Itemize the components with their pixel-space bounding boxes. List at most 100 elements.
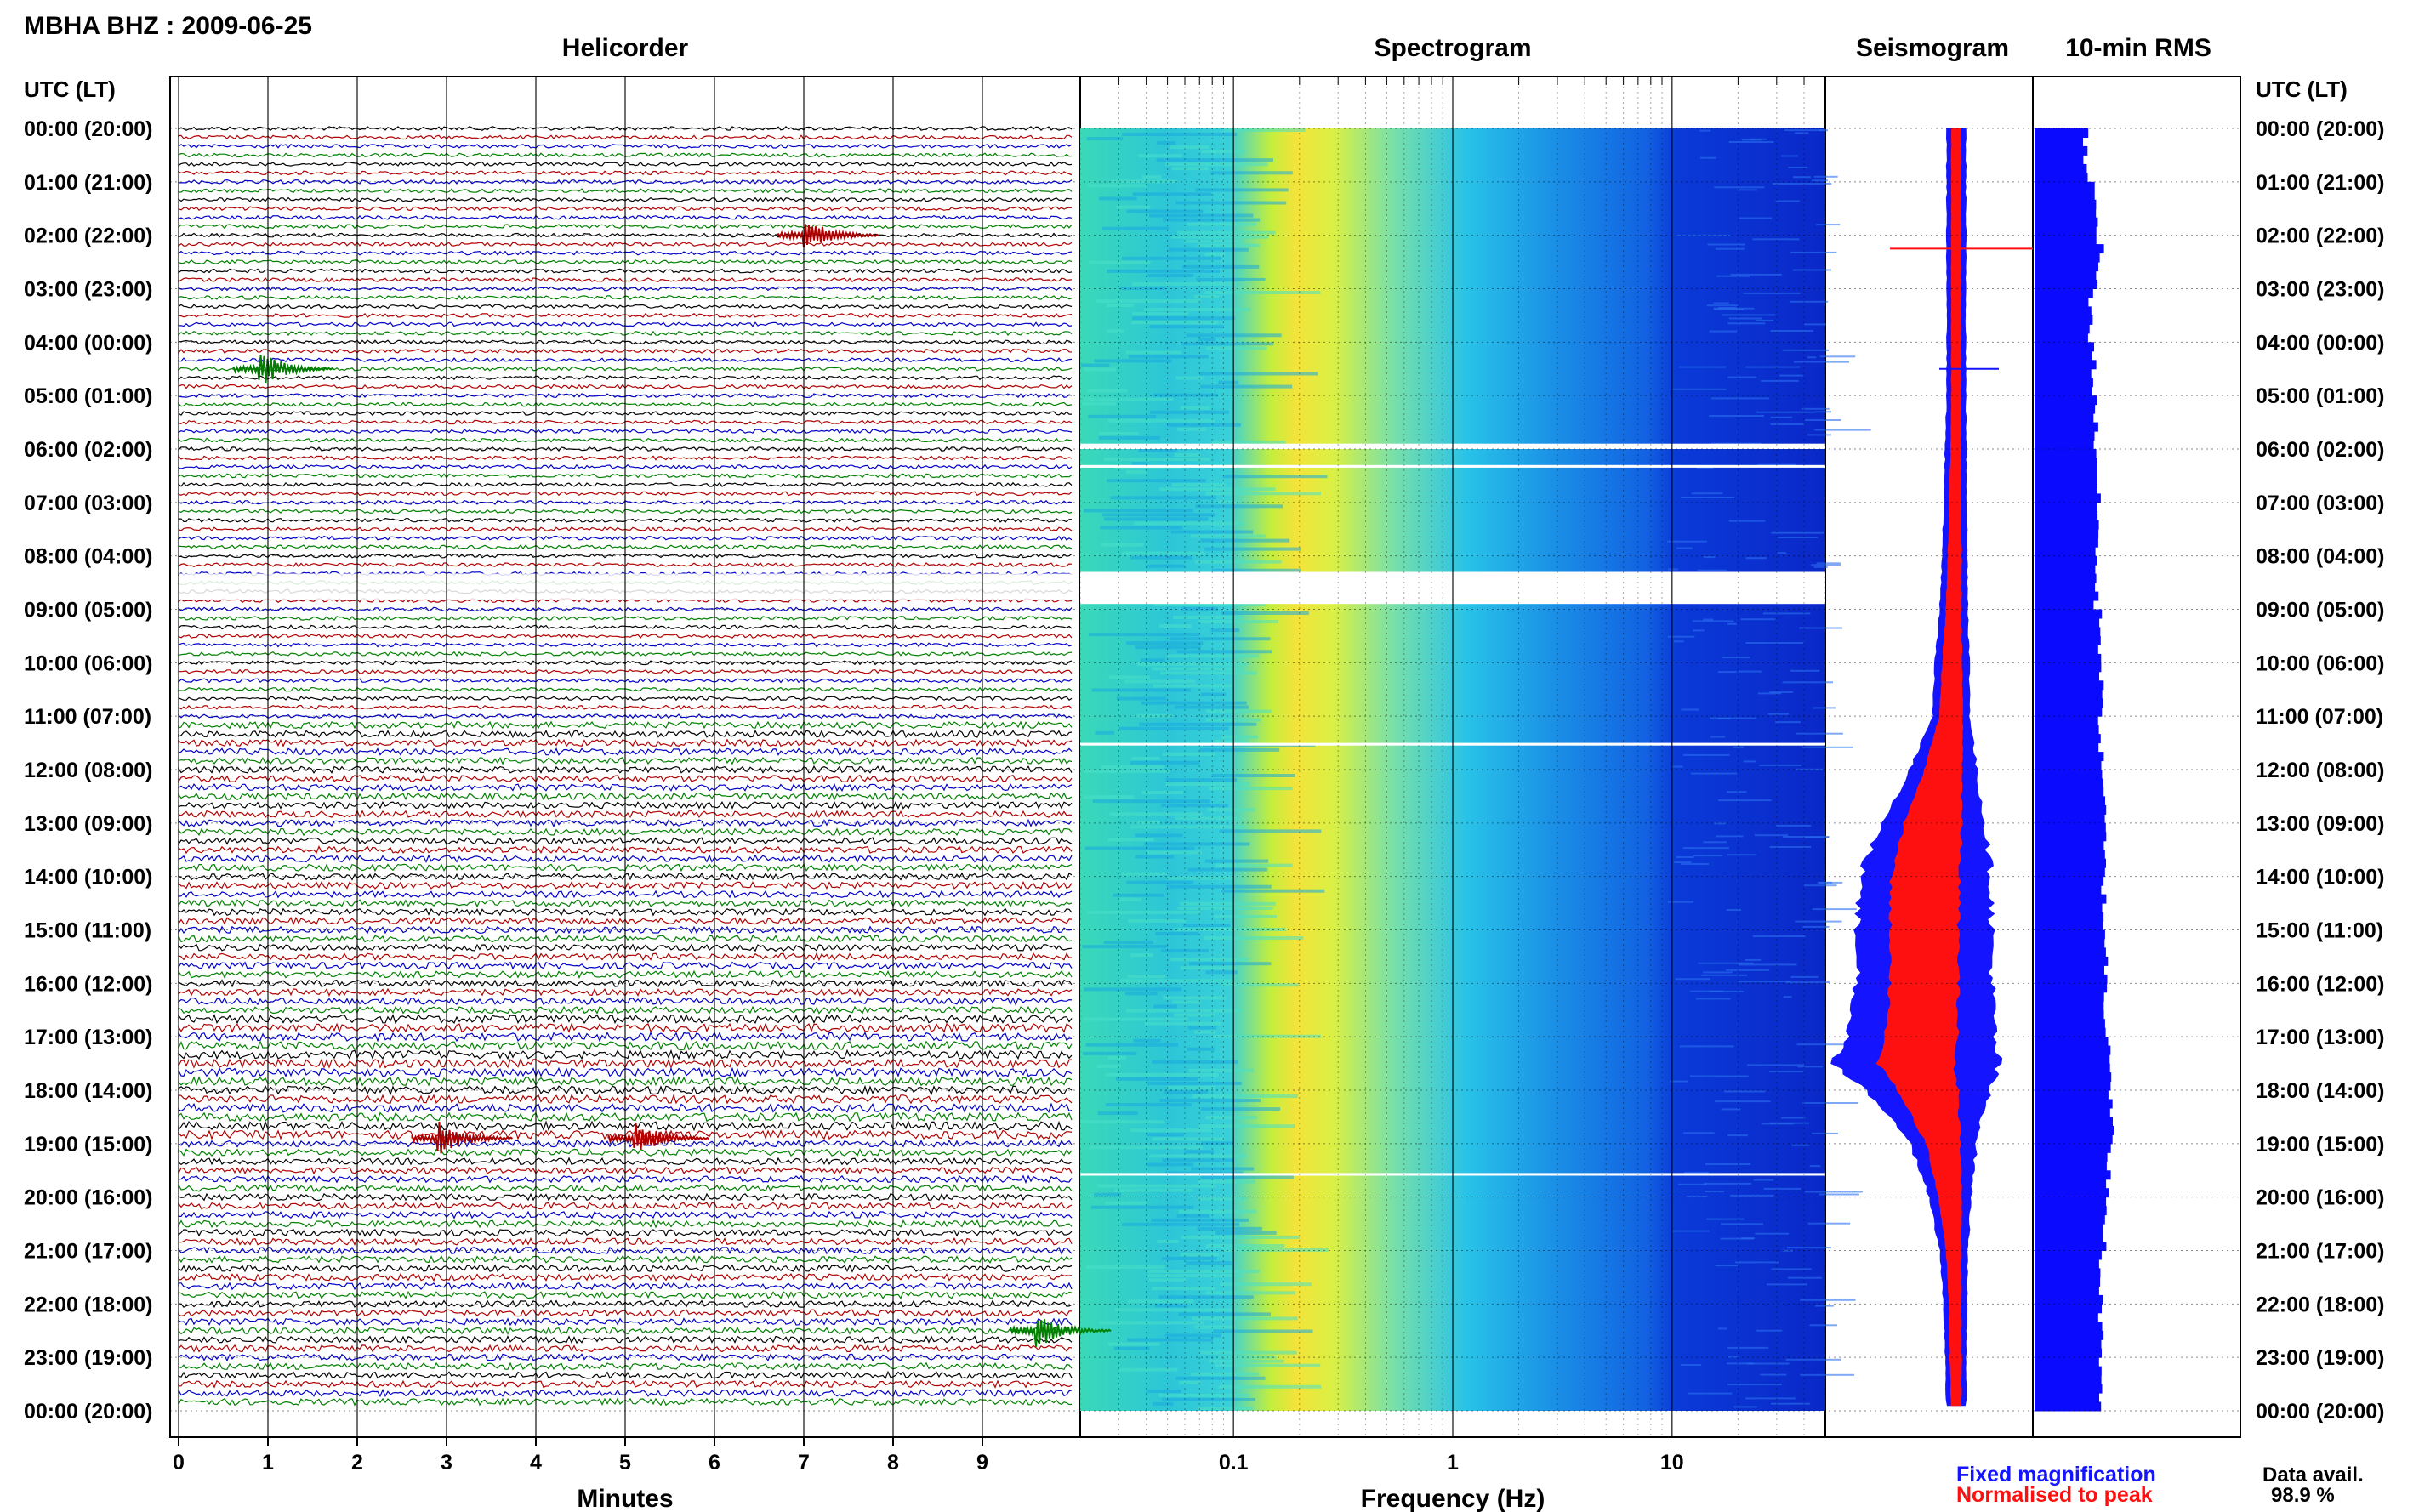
- rms-bar: [2035, 1143, 2111, 1153]
- rms-bar: [2035, 840, 2104, 850]
- spectrogram-streak: [1198, 620, 1278, 624]
- spectrogram-streak: [1083, 367, 1117, 372]
- rms-bar: [2035, 253, 2100, 263]
- helicorder-trace: [178, 1272, 1073, 1282]
- spectrogram-streak: [1103, 941, 1153, 945]
- rms-bar: [2035, 1152, 2108, 1162]
- helicorder-trace: [178, 845, 1073, 855]
- helicorder-trace: [178, 1192, 1073, 1202]
- spectrogram-speckle: [1720, 1237, 1754, 1240]
- helicorder-trace: [178, 916, 1073, 926]
- rms-bar: [2035, 1001, 2104, 1011]
- rms-bar: [2035, 653, 2102, 663]
- rms-bar: [2035, 368, 2092, 378]
- rms-bar: [2035, 867, 2105, 878]
- spectrogram-speckle: [1782, 681, 1833, 684]
- rms-bar: [2035, 413, 2094, 423]
- y-tick-label-right: 00:00 (20:00): [2256, 117, 2384, 141]
- spectrogram-streak: [1149, 1154, 1247, 1158]
- spectrogram-speckle: [1816, 224, 1841, 226]
- y-tick-label-right: 17:00 (13:00): [2256, 1026, 2384, 1049]
- spectrogram-streak: [1198, 338, 1216, 342]
- spectrogram-streak: [1146, 1389, 1181, 1393]
- spectrogram-speckle: [1769, 1071, 1804, 1073]
- spectrogram-streak: [1198, 1179, 1255, 1184]
- helicorder-trace: [178, 1370, 1073, 1379]
- rms-bar: [2035, 1366, 2102, 1376]
- spectrogram-speckle: [1724, 1090, 1766, 1093]
- spectrogram-speckle: [1703, 556, 1716, 559]
- spectrogram-speckle: [1689, 990, 1724, 992]
- rms-bar: [2035, 1304, 2102, 1314]
- rms-bar: [2035, 288, 2093, 298]
- spectrogram-streak: [1214, 914, 1278, 918]
- spectrogram-speckle: [1715, 247, 1745, 250]
- spectrogram-speckle: [1819, 129, 1828, 132]
- spectrogram-speckle: [1801, 407, 1830, 410]
- spectrogram-speckle: [1711, 397, 1770, 400]
- y-tick-labels-left: 00:00 (20:00) 01:00 (21:00) 02:00 (22:00) 0…: [24, 117, 152, 1424]
- spectrogram-speckle: [1756, 319, 1774, 321]
- data-availability-value: 98.9 %: [2271, 1484, 2335, 1507]
- spectrogram-speckle: [1709, 415, 1765, 417]
- legend-normalised-to-peak: Normalised to peak: [1956, 1483, 2153, 1507]
- spectrogram-streak: [1130, 555, 1193, 560]
- seismogram-title: Seismogram: [1856, 34, 2009, 62]
- spectrogram-speckle: [1813, 566, 1828, 568]
- spectrogram-speckle: [1700, 156, 1716, 159]
- spectrogram-speckle: [1758, 692, 1782, 695]
- spectrogram-speckle: [1680, 1364, 1702, 1366]
- spectrogram-speckle: [1699, 129, 1711, 132]
- rms-bar: [2035, 814, 2105, 824]
- spectrogram-streak: [1087, 910, 1201, 914]
- spectrogram-streak: [1171, 483, 1227, 487]
- rms-bar: [2035, 537, 2098, 548]
- spectrogram-streak: [1098, 435, 1160, 440]
- y-tick-label-right: 23:00 (19:00): [2256, 1346, 2384, 1370]
- spectrogram-speckle: [1777, 552, 1786, 554]
- spectrogram-speckle: [1696, 467, 1714, 469]
- spectrogram-streak: [1221, 983, 1299, 987]
- spectrogram-streak: [1142, 175, 1162, 179]
- helicorder-trace: [178, 286, 1073, 292]
- helicorder-trace: [178, 678, 1073, 684]
- spectrogram-streak: [1125, 992, 1158, 996]
- spectrogram-streak: [1165, 782, 1251, 787]
- spectrogram-speckle: [1786, 981, 1830, 984]
- rms-bar: [2035, 163, 2087, 173]
- helicorder-trace: [178, 535, 1073, 541]
- spectrogram-speckle: [1799, 627, 1843, 629]
- y-tick-label-left: 04:00 (00:00): [24, 331, 152, 355]
- spectrogram-streak: [1213, 1034, 1321, 1038]
- spectrogram-streak: [1197, 1226, 1262, 1231]
- spectrogram-speckle: [1753, 1179, 1774, 1181]
- helicorder-trace: [178, 242, 1073, 247]
- spectrogram-streak: [1153, 1004, 1177, 1009]
- spectrogram-speckle: [1667, 540, 1707, 543]
- spectrogram-speckle: [1769, 846, 1812, 848]
- spectrogram-streak: [1116, 696, 1167, 701]
- rms-bar: [2035, 1242, 2107, 1251]
- spectrogram-speckle: [1743, 292, 1801, 294]
- spectrogram-speckle: [1805, 419, 1841, 421]
- rms-bar: [2035, 742, 2099, 753]
- helicorder-events: [232, 224, 1112, 1347]
- spectrogram-speckle: [1733, 746, 1744, 748]
- rms-bar: [2035, 929, 2105, 940]
- spectrogram-speckle: [1816, 562, 1841, 565]
- spectrogram-streak: [1107, 838, 1154, 842]
- y-tick-labels-right: 00:00 (20:00) 01:00 (21:00) 02:00 (22:00) 0…: [2256, 117, 2384, 1424]
- spectrogram-speckle: [1807, 356, 1817, 359]
- spectrogram-streak: [1103, 458, 1211, 462]
- rms-bar: [2035, 671, 2099, 681]
- helicorder-trace: [178, 1166, 1073, 1175]
- y-tick-label-right: 21:00 (17:00): [2256, 1240, 2384, 1264]
- rms-bar: [2035, 190, 2095, 201]
- helicorder-trace: [178, 419, 1073, 425]
- helicorder-trace: [178, 294, 1073, 301]
- rms-bar: [2035, 404, 2096, 414]
- spectrogram-speckle: [1813, 175, 1838, 178]
- helicorder-trace: [178, 1326, 1073, 1335]
- spectrogram-streak: [1157, 1239, 1179, 1243]
- rms-bar: [2035, 956, 2109, 966]
